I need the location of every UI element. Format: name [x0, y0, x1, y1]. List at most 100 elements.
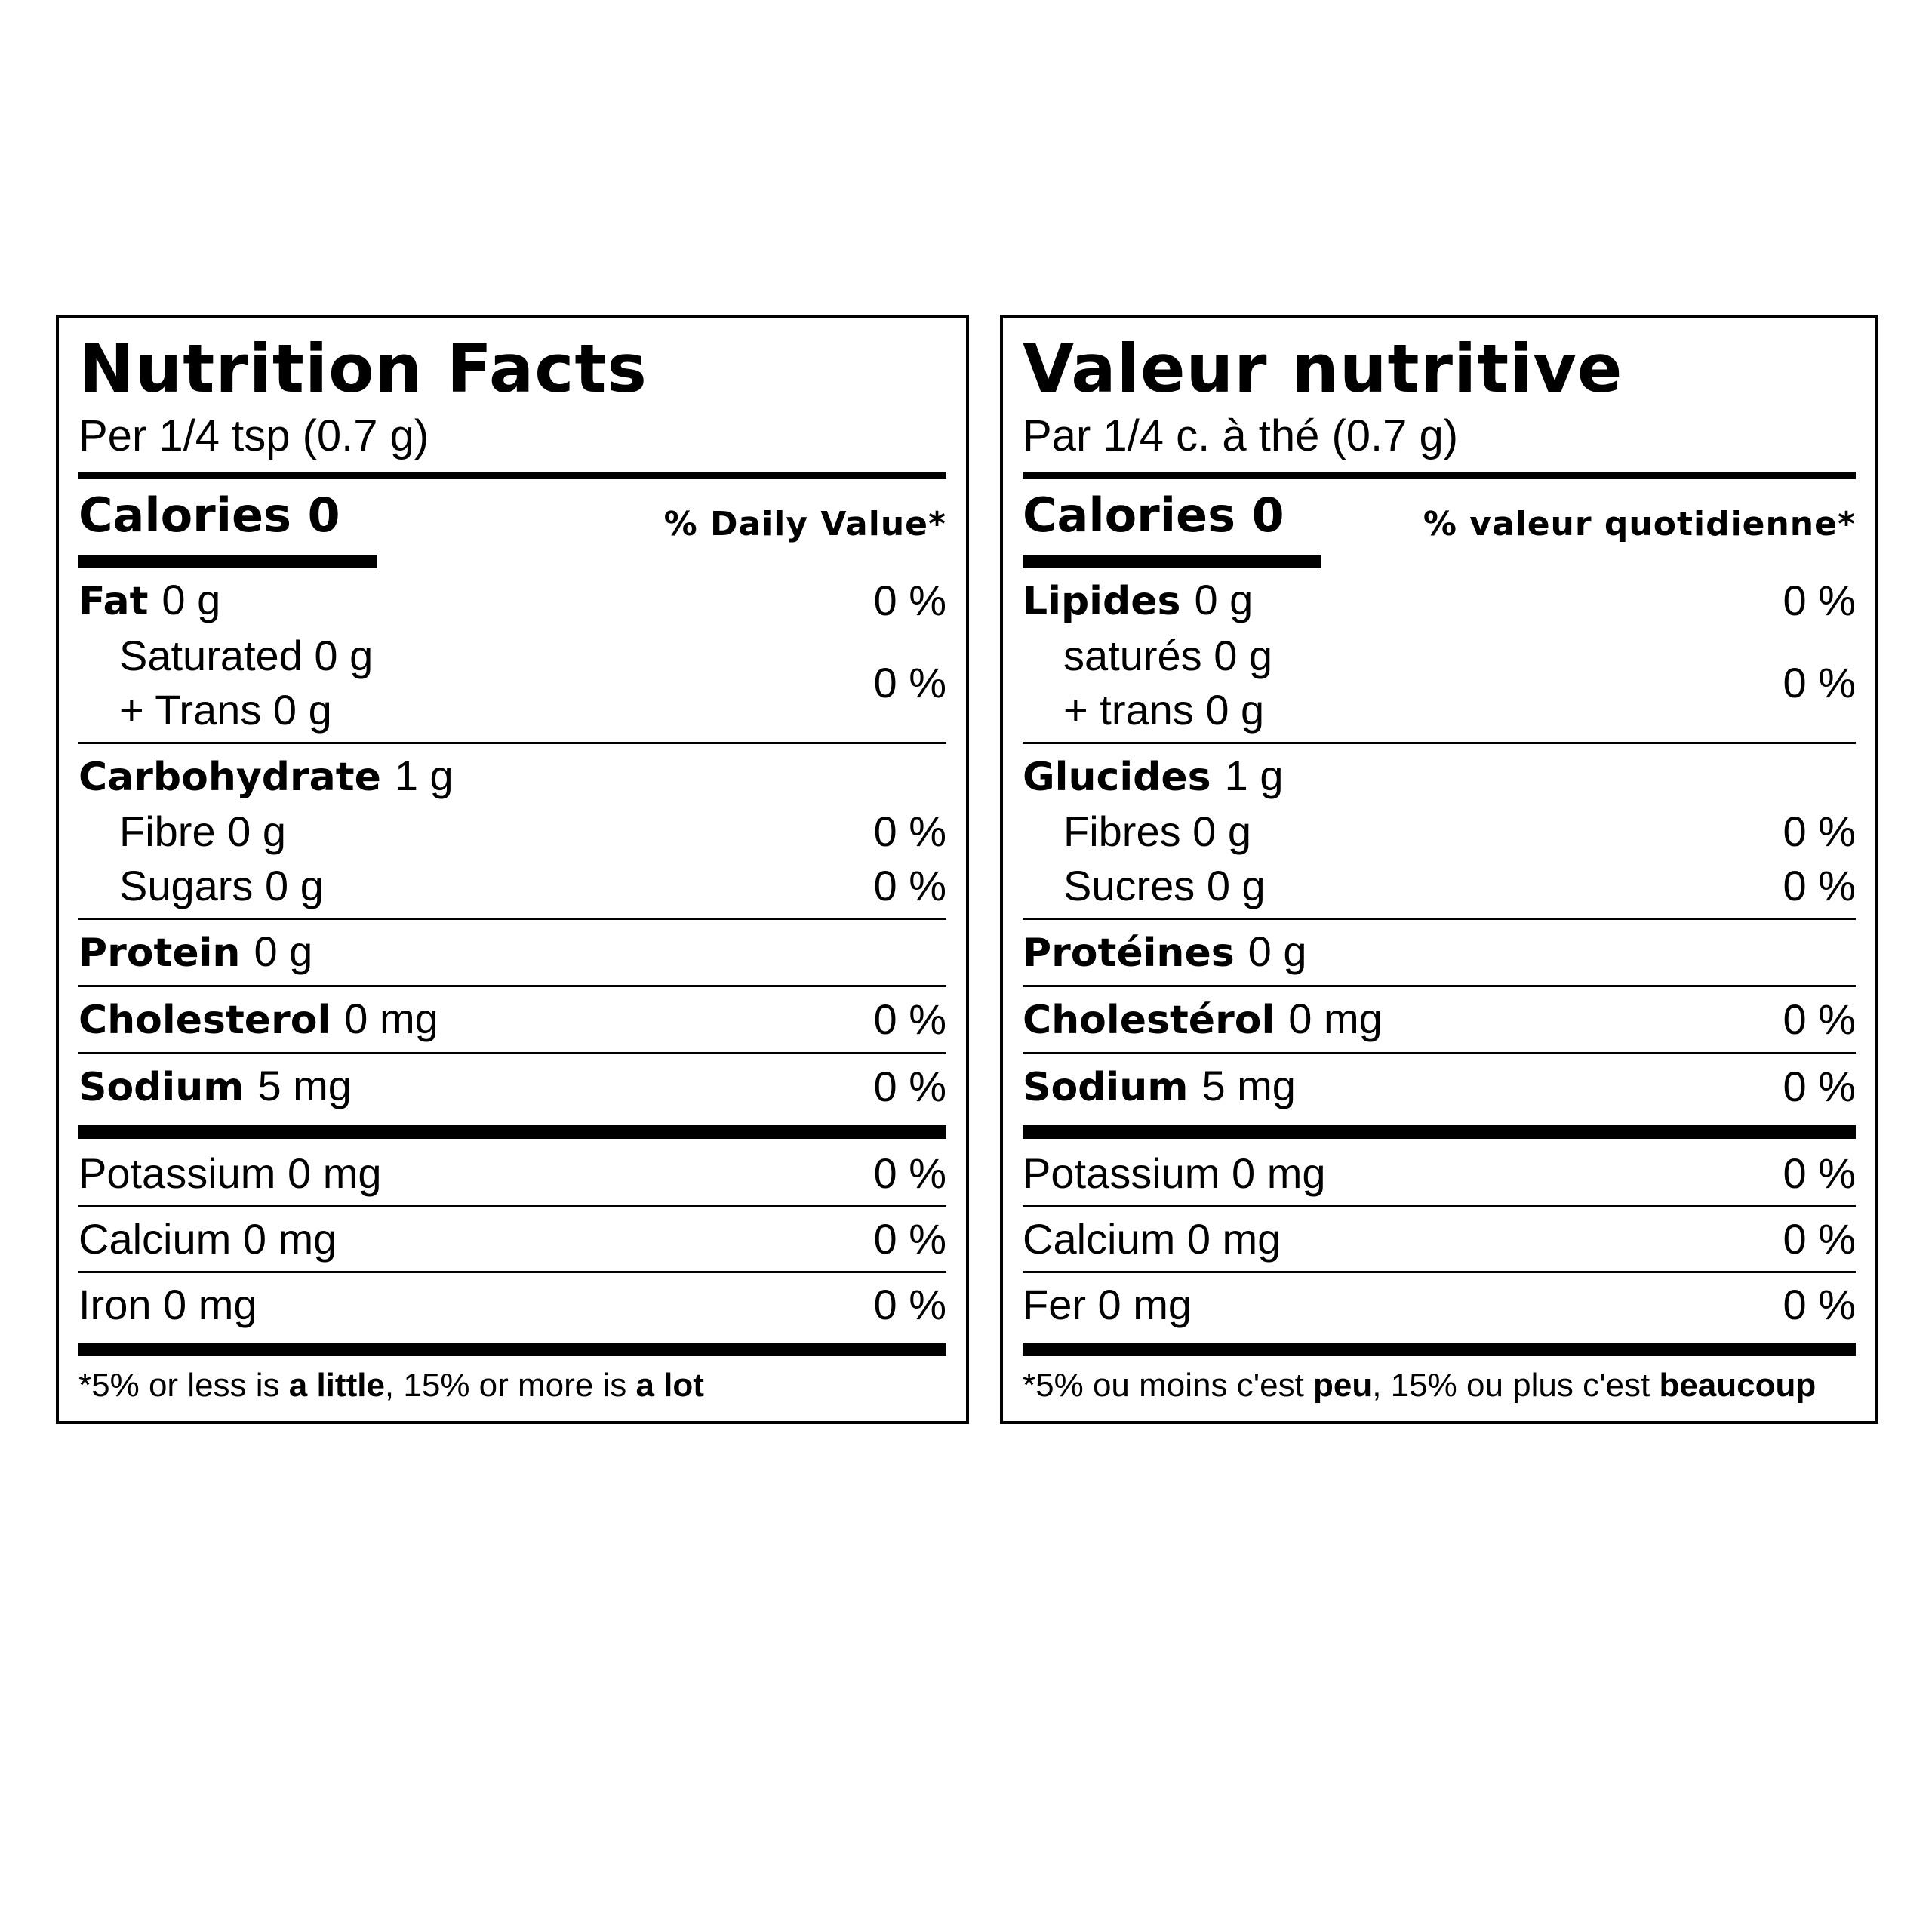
mineral-name: Potassium 0 mg: [78, 1149, 382, 1197]
mineral-row: Iron 0 mg 0 %: [78, 1273, 946, 1337]
footnote-text: , 15% or more is: [384, 1367, 636, 1404]
thin-rule: [78, 1271, 946, 1273]
nutrient-group: Cholestérol 0 mg 0 %: [1023, 987, 1856, 1052]
serving-size: Par 1/4 c. à thé (0.7 g): [1023, 411, 1459, 460]
sub-nutrient: Fibre 0 g: [119, 808, 286, 855]
nutrient-group: Lipides 0 g 0 % saturés 0 g + trans 0 g 0 %: [1023, 568, 1856, 742]
nutrition-panel-english: Nutrition Facts Per 1/4 tsp (0.7 g) Calori…: [56, 315, 969, 1424]
footnote-text: , 15% ou plus c'est: [1372, 1367, 1660, 1404]
nutrient-name: Cholesterol: [78, 998, 331, 1043]
footnote-text: beaucoup: [1659, 1367, 1817, 1404]
daily-value: 0 %: [1783, 577, 1857, 624]
nutrient-row: Protéines 0 g: [1023, 924, 1856, 980]
nutrient-group: Fat 0 g 0 % Saturated 0 g + Trans 0 g 0 %: [78, 568, 946, 742]
nutrient-row: Fibres 0 g 0 %: [1023, 804, 1856, 859]
nutrient-label: Protein 0 g: [78, 924, 312, 980]
mineral-name: Potassium 0 mg: [1023, 1149, 1326, 1197]
sub-nutrient: + Trans 0 g: [119, 686, 332, 734]
sub-nutrient: Saturated 0 g: [119, 632, 374, 679]
daily-value: 0 %: [1783, 1063, 1857, 1110]
nutrition-panel-french: Valeur nutritive Par 1/4 c. à thé (0.7 g)…: [1000, 315, 1878, 1424]
nutrient-amount: 0 g: [1247, 928, 1307, 975]
nutrient-group: Protein 0 g: [78, 920, 946, 985]
mineral-name: Calcium 0 mg: [78, 1215, 337, 1263]
daily-value: 0 %: [873, 659, 947, 706]
nutrient-group: Cholesterol 0 mg 0 %: [78, 987, 946, 1052]
nutrient-amount: 0 mg: [344, 995, 438, 1042]
daily-value: 0 %: [873, 862, 947, 909]
nutrient-label: Saturated 0 g + Trans 0 g: [78, 629, 373, 737]
daily-value: 0 %: [873, 1281, 947, 1328]
nutrient-name: Lipides: [1023, 579, 1181, 624]
footnote-text: a little: [288, 1367, 385, 1404]
nutrient-label: Fibre 0 g: [78, 804, 286, 859]
thin-rule: [78, 918, 946, 920]
footnote-text: *5% or less is: [78, 1367, 289, 1404]
nutrient-label: Glucides 1 g: [1023, 749, 1283, 804]
thin-rule: [1023, 1271, 1856, 1273]
thin-rule: [78, 1052, 946, 1054]
mineral-row: Potassium 0 mg 0 %: [78, 1142, 946, 1205]
daily-value: 0 %: [1783, 1215, 1857, 1263]
daily-value: 0 %: [873, 577, 947, 624]
nutrient-name: Protein: [78, 931, 241, 976]
thick-rule: [1023, 1125, 1856, 1139]
thin-rule: [78, 1205, 946, 1208]
mineral-name: Fer 0 mg: [1023, 1281, 1192, 1328]
sub-nutrient: + trans 0 g: [1063, 686, 1265, 734]
daily-value: 0 %: [873, 1215, 947, 1263]
thin-rule: [1023, 918, 1856, 920]
calories-block: Calories 0: [1023, 485, 1321, 568]
nutrient-amount: 0 g: [254, 928, 313, 975]
nutrient-label: Carbohydrate 1 g: [78, 749, 454, 804]
nutrient-row: saturés 0 g + trans 0 g 0 %: [1023, 629, 1856, 737]
nutrient-name: Sodium: [1023, 1065, 1189, 1110]
nutrient-label: Lipides 0 g: [1023, 573, 1253, 629]
nutrient-row: Fibre 0 g 0 %: [78, 804, 946, 859]
calories-bar: [1023, 555, 1321, 568]
nutrient-label: Cholestérol 0 mg: [1023, 992, 1383, 1048]
nutrient-amount: 0 g: [162, 576, 221, 623]
daily-value: 0 %: [1783, 659, 1857, 706]
nutrient-label: Sucres 0 g: [1023, 859, 1266, 913]
calories-block: Calories 0: [78, 485, 377, 568]
nutrient-label: Protéines 0 g: [1023, 924, 1307, 980]
nutrient-label: Cholesterol 0 mg: [78, 992, 438, 1048]
nutrient-row: Fat 0 g 0 %: [78, 573, 946, 629]
sub-nutrient: Fibres 0 g: [1063, 808, 1251, 855]
mineral-name: Iron 0 mg: [78, 1281, 257, 1328]
nutrient-label: Sugars 0 g: [78, 859, 324, 913]
nutrient-amount: 5 mg: [1201, 1062, 1296, 1109]
nutrient-amount: 1 g: [1224, 752, 1284, 799]
nutrient-label: Sodium 5 mg: [78, 1059, 352, 1115]
nutrient-label: Sodium 5 mg: [1023, 1059, 1296, 1115]
thin-rule: [78, 742, 946, 744]
nutrient-group: Protéines 0 g: [1023, 920, 1856, 985]
nutrient-label: Fat 0 g: [78, 573, 220, 629]
nutrient-label: saturés 0 g + trans 0 g: [1023, 629, 1272, 737]
nutrient-name: Protéines: [1023, 931, 1235, 976]
daily-value: 0 %: [873, 808, 947, 855]
mineral-row: Fer 0 mg 0 %: [1023, 1273, 1856, 1337]
daily-value: 0 %: [873, 995, 947, 1043]
nutrient-row: Cholestérol 0 mg 0 %: [1023, 992, 1856, 1048]
daily-value: 0 %: [1783, 862, 1857, 909]
sub-nutrient: saturés 0 g: [1063, 632, 1273, 679]
thin-rule: [1023, 985, 1856, 987]
title: Nutrition Facts: [78, 330, 648, 408]
daily-value-header: % valeur quotidienne*: [1423, 505, 1856, 543]
thick-rule: [78, 1343, 946, 1356]
calories-row: Calories 0 % valeur quotidienne*: [1023, 485, 1856, 568]
nutrient-row: Sodium 5 mg 0 %: [1023, 1059, 1856, 1115]
nutrient-row: Saturated 0 g + Trans 0 g 0 %: [78, 629, 946, 737]
nutrient-name: Fat: [78, 579, 149, 624]
nutrient-group: Sodium 5 mg 0 %: [78, 1054, 946, 1119]
footnote-text: *5% ou moins c'est: [1023, 1367, 1314, 1404]
nutrient-group: Carbohydrate 1 g Fibre 0 g 0 % Sugars 0 g 0 %: [78, 744, 946, 918]
thin-rule: [1023, 742, 1856, 744]
nutrient-row: Lipides 0 g 0 %: [1023, 573, 1856, 629]
nutrient-group: Glucides 1 g Fibres 0 g 0 % Sucres 0 g 0 %: [1023, 744, 1856, 918]
nutrient-label: Fibres 0 g: [1023, 804, 1251, 859]
mineral-name: Calcium 0 mg: [1023, 1215, 1281, 1263]
